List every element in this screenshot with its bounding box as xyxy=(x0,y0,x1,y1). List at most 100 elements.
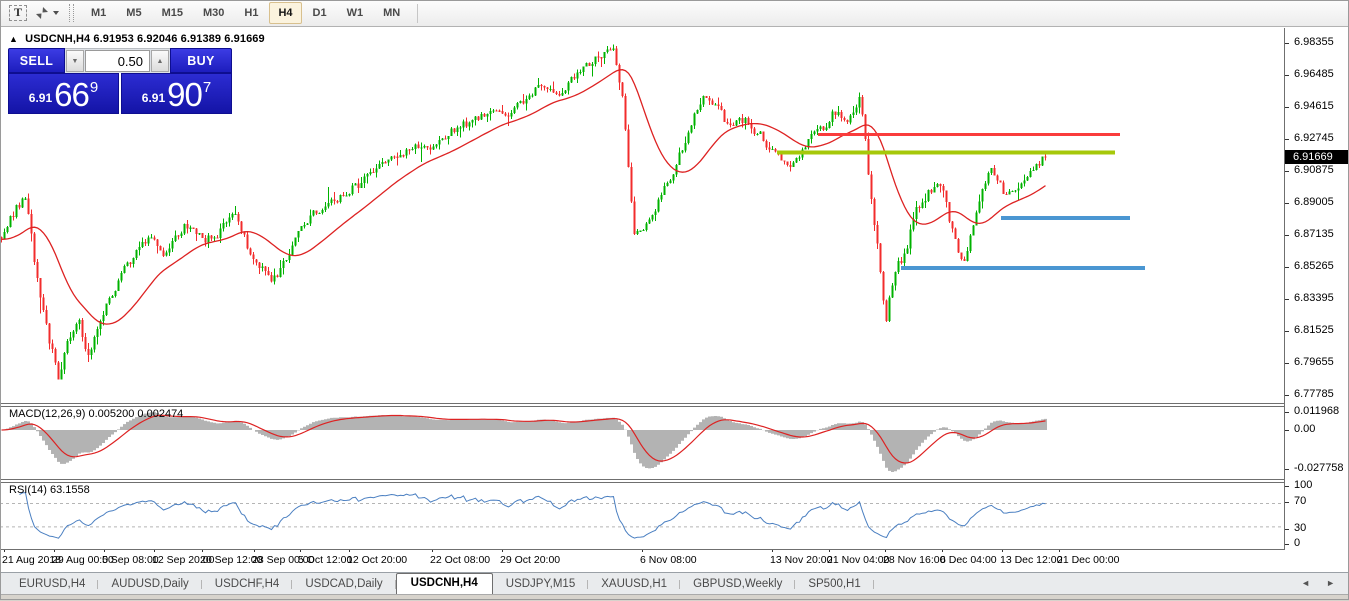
axis-tick xyxy=(1285,75,1289,76)
axis-tick xyxy=(1285,298,1289,300)
axis-tick xyxy=(1285,544,1289,545)
time-axis-label: 5 Sep 08:00 xyxy=(102,554,159,566)
price-axis-label: 6.85265 xyxy=(1294,259,1334,272)
rsi-axis-label: 100 xyxy=(1294,479,1313,491)
toolbar-separator xyxy=(417,3,419,23)
axis-tick xyxy=(1285,106,1289,108)
price-axis-label: 6.79655 xyxy=(1294,355,1334,368)
price-axis-label: 6.90875 xyxy=(1294,163,1334,176)
collapse-icon[interactable]: ▲ xyxy=(9,34,19,44)
price-axis-label: 6.89005 xyxy=(1294,195,1334,208)
time-axis-tick xyxy=(885,549,886,552)
tab-scroll-arrows: ◄ ► xyxy=(1301,578,1335,588)
macd-axis-label: 0.011968 xyxy=(1294,405,1340,417)
time-axis-tick xyxy=(502,549,503,552)
timeframe-D1[interactable]: D1 xyxy=(312,7,327,19)
caret-down-icon: ▼ xyxy=(71,57,79,65)
rsi-value: 63.1558 xyxy=(49,484,90,496)
tab-USDCNH-H4[interactable]: USDCNH,H4 xyxy=(395,573,493,595)
current-price-tag: 6.91669 xyxy=(1285,150,1349,164)
time-axis-tick xyxy=(254,549,255,552)
time-axis-label: 13 Dec 12:00 xyxy=(1000,554,1063,566)
tab-USDJPY-M15[interactable]: USDJPY,M15 xyxy=(493,575,589,594)
time-axis-label: 13 Nov 20:00 xyxy=(770,554,833,566)
time-axis-tick xyxy=(1059,549,1060,552)
text-tool-button[interactable]: T xyxy=(5,2,31,25)
rsi-panel-canvas[interactable] xyxy=(0,482,1284,549)
time-axis-label: 28 Nov 16:00 xyxy=(883,554,946,566)
time-axis-tick xyxy=(772,549,773,552)
macd-panel-canvas[interactable] xyxy=(0,406,1284,479)
arrows-icon xyxy=(36,7,49,19)
price-axis-label: 6.98355 xyxy=(1294,36,1334,49)
sell-button[interactable]: SELL xyxy=(8,48,65,73)
tab-scroll-left-icon[interactable]: ◄ xyxy=(1301,578,1311,588)
tab-XAUUSD-H1[interactable]: XAUUSD,H1 xyxy=(588,575,680,594)
timeframe-MN[interactable]: MN xyxy=(383,7,401,19)
timeframe-M30[interactable]: M30 xyxy=(202,7,225,19)
chart-tab-bar: EURUSD,H4 AUDUSD,Daily USDCHF,H4 USDCAD,Dai… xyxy=(0,572,1349,595)
time-axis-label: 12 Sep 20:00 xyxy=(152,554,215,566)
axis-tick xyxy=(1285,486,1289,487)
buy-price-display[interactable]: 6.91 90 7 xyxy=(121,73,232,114)
price-axis[interactable]: 6.98355 6.96485 6.94615 6.92745 6.90875 6.890… xyxy=(1285,28,1349,572)
tab-scroll-right-icon[interactable]: ► xyxy=(1326,578,1335,588)
time-axis-label: 5 Oct 12:00 xyxy=(298,554,353,566)
time-axis[interactable]: 21 Aug 2018 29 Aug 00:00 5 Sep 08:00 12 Sep… xyxy=(0,549,1284,572)
time-axis-tick xyxy=(54,549,55,552)
timeframe-H1[interactable]: H1 xyxy=(244,7,259,19)
tab-USDCAD-Daily[interactable]: USDCAD,Daily xyxy=(292,575,397,594)
timeframe-W1[interactable]: W1 xyxy=(346,7,364,19)
chart-ohlc: 6.91953 6.92046 6.91389 6.91669 xyxy=(93,33,265,45)
macd-axis-label: -0.027758 xyxy=(1294,462,1344,474)
axis-tick xyxy=(1285,170,1289,172)
time-axis-tick xyxy=(432,549,433,552)
timeframe-M5[interactable]: M5 xyxy=(126,7,142,19)
tab-USDCHF-H4[interactable]: USDCHF,H4 xyxy=(202,575,293,594)
axis-tick xyxy=(1285,138,1289,140)
tab-SP500-H1[interactable]: SP500,H1 xyxy=(795,575,875,594)
macd-axis-label: 0.00 xyxy=(1294,423,1316,435)
time-axis-tick xyxy=(829,549,830,552)
volume-input[interactable]: 0.50 xyxy=(85,50,150,72)
tab-EURUSD-H4[interactable]: EURUSD,H4 xyxy=(6,575,99,594)
volume-increase-button[interactable]: ▲ xyxy=(151,50,169,72)
timeframe-M1[interactable]: M1 xyxy=(91,7,107,19)
time-axis-tick xyxy=(300,549,301,552)
chart-window[interactable]: ▲ USDCNH,H4 6.91953 6.92046 6.91389 6.91… xyxy=(0,28,1349,572)
rsi-panel-divider[interactable] xyxy=(0,479,1349,483)
top-toolbar: T M1 M5 M15 M30 H1 H4 D1 W1 MN xyxy=(0,0,1349,27)
timeframe-H4[interactable]: H4 xyxy=(269,2,302,24)
tab-GBPUSD-Weekly[interactable]: GBPUSD,Weekly xyxy=(680,575,796,594)
price-axis-border xyxy=(1284,28,1285,549)
price-axis-label: 6.81525 xyxy=(1294,323,1334,336)
volume-decrease-button[interactable]: ▼ xyxy=(66,50,84,72)
rsi-axis-label: 0 xyxy=(1294,537,1301,549)
one-click-trade-panel: SELL ▼ 0.50 ▲ BUY 6.91 66 9 6.91 90 7 xyxy=(8,48,232,114)
sell-price-pip: 9 xyxy=(89,79,99,96)
chart-title: ▲ USDCNH,H4 6.91953 6.92046 6.91389 6.91… xyxy=(9,33,265,45)
axis-tick xyxy=(1285,502,1289,503)
timeframe-M15[interactable]: M15 xyxy=(161,7,183,19)
sell-price-display[interactable]: 6.91 66 9 xyxy=(8,73,119,114)
rsi-line xyxy=(19,492,1046,539)
rsi-axis-label: 30 xyxy=(1294,522,1307,534)
macd-values: 0.005200 0.002474 xyxy=(88,408,184,420)
time-axis-label: 22 Oct 08:00 xyxy=(430,554,491,566)
macd-label: MACD(12,26,9) 0.005200 0.002474 xyxy=(9,408,184,420)
time-axis-label: 12 Oct 20:00 xyxy=(347,554,408,566)
time-axis-tick xyxy=(4,549,5,552)
time-axis-tick xyxy=(104,549,105,552)
price-axis-label: 6.94615 xyxy=(1294,99,1334,112)
buy-button[interactable]: BUY xyxy=(170,48,232,73)
price-axis-label: 6.83395 xyxy=(1294,291,1334,304)
sell-price-big: 66 xyxy=(54,76,90,113)
time-axis-label: 29 Oct 20:00 xyxy=(500,554,561,566)
tab-AUDUSD-Daily[interactable]: AUDUSD,Daily xyxy=(98,575,203,594)
arrows-tool-button[interactable] xyxy=(31,2,63,25)
macd-panel-divider[interactable] xyxy=(0,403,1349,407)
toolbar-grip xyxy=(69,4,75,22)
time-axis-tick xyxy=(154,549,155,552)
price-chart-canvas[interactable] xyxy=(0,28,1284,403)
axis-tick xyxy=(1285,394,1289,396)
